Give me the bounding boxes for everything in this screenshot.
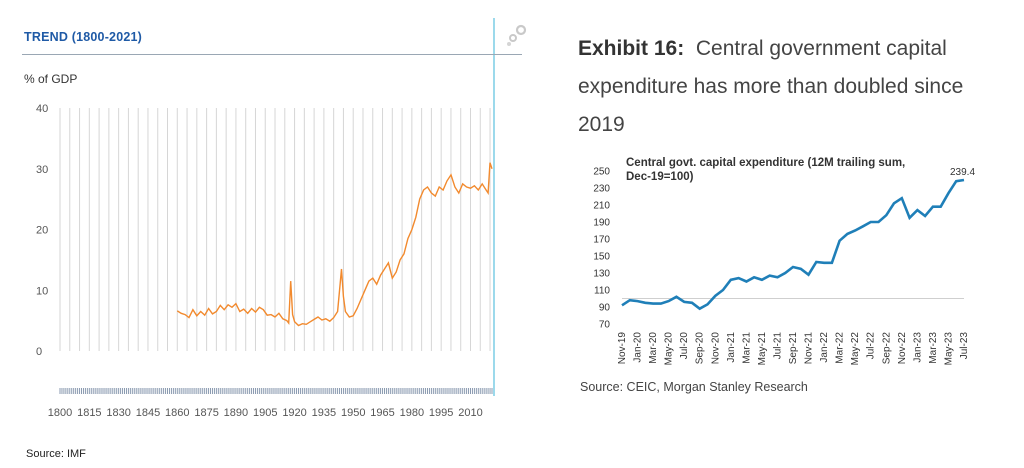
y-tick-label: 70	[599, 320, 611, 331]
y-tick-label: 20	[36, 225, 48, 237]
x-tick-label: Jul-21	[772, 332, 783, 360]
x-tick-label: Nov-21	[804, 332, 815, 365]
exhibit-title: Exhibit 16: Central government capital e…	[578, 30, 1008, 144]
series-line	[176, 162, 493, 327]
x-tick-label: 1875	[194, 407, 218, 419]
x-tick-label: Mar-21	[741, 332, 752, 364]
x-tick-label: 1815	[77, 407, 101, 419]
y-tick-label: 250	[593, 167, 610, 178]
x-tick-label: Sep-22	[881, 332, 892, 365]
x-tick-label: May-21	[757, 332, 768, 366]
left-chart-panel: 0 10 20 30 40 1800 1815 1830 1845 1860 1875 1890 19…	[22, 18, 530, 428]
chart-title: TREND (1800-2021)	[24, 30, 143, 44]
x-tick-label: 1800	[48, 407, 72, 419]
x-tick-label: 1935	[312, 407, 336, 419]
x-tick-label: Jan-22	[819, 332, 830, 363]
inner-chart-title-line2: Dec-19=100)	[626, 171, 694, 183]
x-tick-label: 1905	[253, 407, 277, 419]
left-source-note: Source: IMF	[26, 448, 86, 460]
y-tick-label: 90	[599, 303, 611, 314]
x-tick-label: May-23	[943, 332, 954, 366]
exhibit-text: Central government capital expenditure h…	[578, 37, 964, 136]
inner-chart-title: Central govt. capital expenditure (12M t…	[626, 157, 905, 169]
x-tick-label: Jul-23	[959, 332, 970, 360]
x-tick-label: Mar-22	[835, 332, 846, 364]
x-tick-label: Jul-22	[866, 332, 877, 360]
x-tick-label: 1860	[165, 407, 189, 419]
x-tick-label: 1950	[341, 407, 365, 419]
exhibit-label: Exhibit 16:	[578, 37, 685, 60]
x-tick-label: 1890	[224, 407, 248, 419]
x-tick-label: Jul-20	[679, 332, 690, 360]
x-tick-label: May-20	[664, 332, 675, 366]
y-tick-label: 0	[36, 346, 42, 358]
series-line	[621, 178, 965, 311]
y-axis-unit: % of GDP	[24, 72, 78, 86]
gear-icon[interactable]	[504, 22, 530, 48]
x-tick-label: Nov-22	[897, 332, 908, 365]
x-tick-label: Nov-19	[617, 332, 628, 365]
y-tick-label: 150	[593, 252, 610, 263]
x-tick-label: Mar-23	[928, 332, 939, 364]
x-tick-label: 2010	[458, 407, 482, 419]
y-tick-label: 110	[594, 286, 610, 297]
x-tick-label: Sep-21	[788, 332, 799, 365]
x-tick-label: 1845	[136, 407, 160, 419]
y-tick-label: 190	[593, 218, 610, 229]
x-tick-label: 1995	[429, 407, 453, 419]
x-tick-label: 1980	[400, 407, 424, 419]
x-tick-label: 1965	[370, 407, 394, 419]
right-source-note: Source: CEIC, Morgan Stanley Research	[580, 380, 808, 394]
x-tick-label: May-22	[850, 332, 861, 366]
y-tick-label: 210	[593, 201, 610, 212]
x-tick-label: Jan-20	[633, 332, 644, 363]
x-tick-label: Nov-20	[710, 332, 721, 365]
left-line-chart: 0 10 20 30 40 1800 1815 1830 1845 1860 1875 1890 19…	[36, 18, 495, 419]
y-tick-label: 170	[593, 235, 610, 246]
y-tick-label: 40	[36, 103, 48, 115]
y-tick-label: 30	[36, 164, 48, 176]
title-divider	[22, 54, 522, 55]
x-tick-label: Jan-23	[912, 332, 923, 363]
y-tick-label: 130	[593, 269, 610, 280]
y-tick-label: 10	[36, 285, 48, 297]
end-value-label: 239.4	[950, 167, 975, 178]
x-tick-label: 1920	[282, 407, 306, 419]
y-tick-label: 230	[593, 184, 610, 195]
right-line-chart: Central govt. capital expenditure (12M t…	[593, 157, 975, 366]
x-tick-label: 1830	[106, 407, 130, 419]
x-tick-label: Sep-20	[695, 332, 706, 365]
x-tick-label: Jan-21	[726, 332, 737, 363]
x-tick-label: Mar-20	[648, 332, 659, 364]
